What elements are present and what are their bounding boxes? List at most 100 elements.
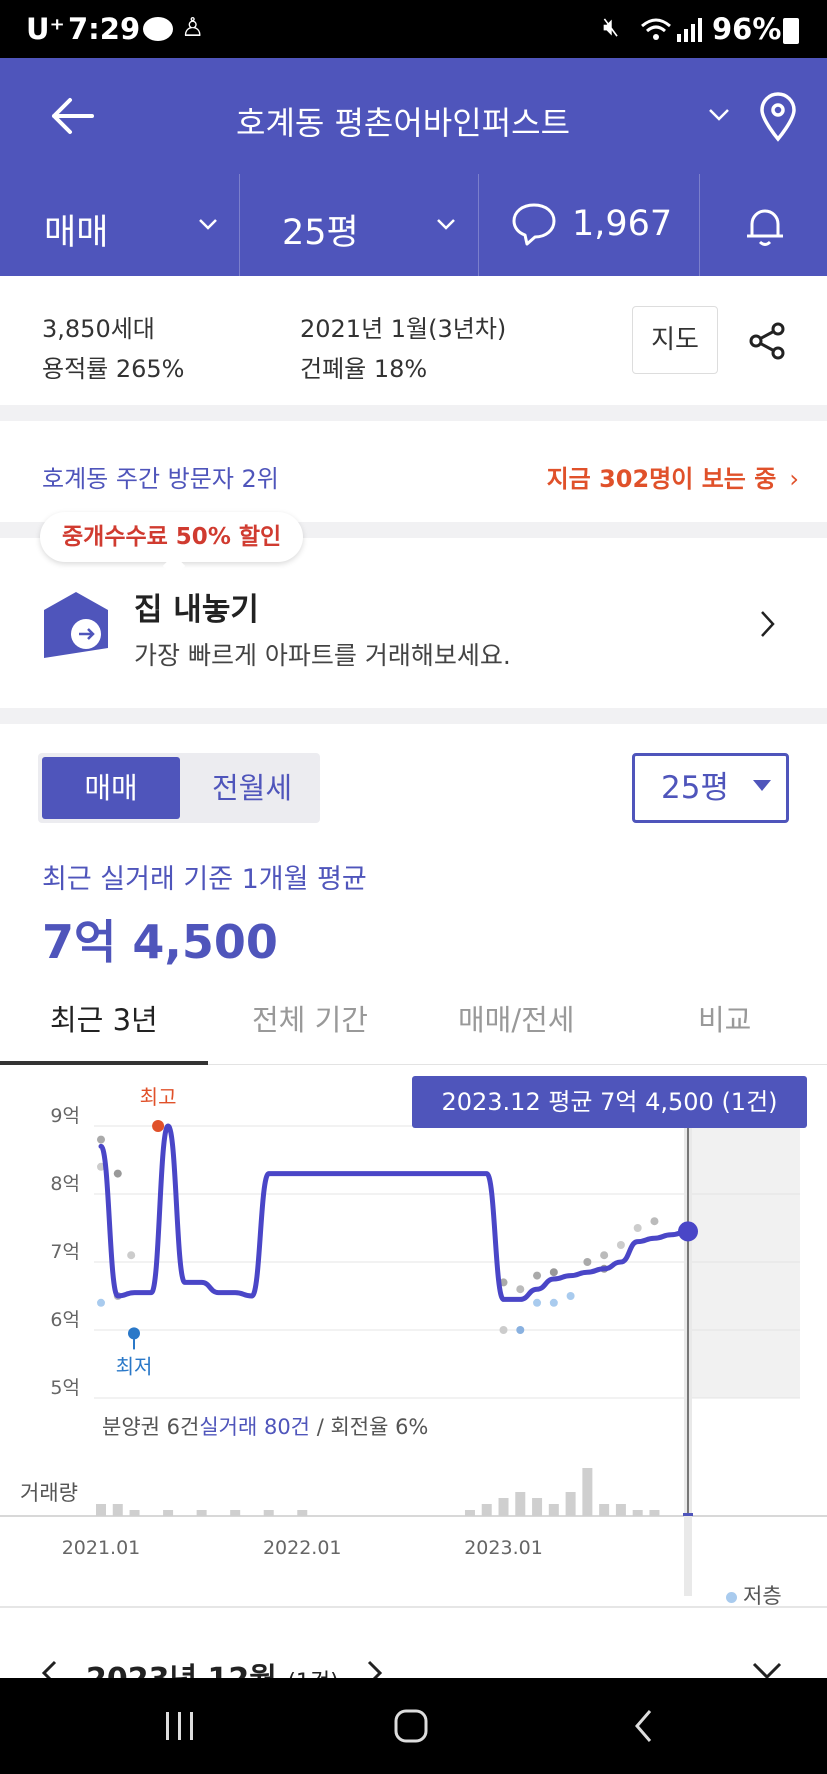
now-viewing-text: 지금 302명이 보는 중 xyxy=(546,465,777,493)
comments-button[interactable]: 1,967 xyxy=(479,174,699,276)
trade-dot xyxy=(97,1135,105,1144)
y-tick-label: 6억 xyxy=(50,1309,80,1331)
divider xyxy=(0,1606,827,1608)
comment-count: 1,967 xyxy=(572,204,673,244)
chevron-right-icon xyxy=(761,611,775,637)
chart-stats: 분양권 6건실거래 80건 / 회전율 6% xyxy=(102,1411,428,1441)
chevron-down-icon[interactable] xyxy=(708,108,730,122)
status-bar: U⁺ 7:29 ♙ 🔇︎ 96% xyxy=(0,0,827,58)
volume-bar xyxy=(599,1504,610,1516)
trade-dot xyxy=(549,1268,558,1277)
section-divider xyxy=(0,708,827,724)
volume-bar xyxy=(96,1504,106,1516)
notification-person-icon: ♙ xyxy=(181,13,205,43)
tab-recent-3y[interactable]: 최근 3년 xyxy=(50,1003,158,1037)
trade-dot xyxy=(533,1271,542,1280)
home-icon[interactable] xyxy=(393,1708,429,1744)
volume-bar xyxy=(615,1504,626,1516)
volume-bar xyxy=(129,1510,140,1516)
x-tick-label: 2023.01 xyxy=(464,1537,543,1559)
trade-count: 실거래 80건 xyxy=(199,1415,311,1439)
filter-bar: 매매 25평 1,967 xyxy=(0,174,827,276)
trade-type-label: 매매 xyxy=(44,213,109,253)
chevron-right-icon: › xyxy=(789,465,799,493)
trade-dot xyxy=(633,1224,642,1232)
share-icon[interactable] xyxy=(748,321,788,361)
tab-sale[interactable]: 매매 xyxy=(42,757,180,819)
carrier-label: U⁺ xyxy=(26,12,65,46)
trade-dot xyxy=(516,1326,525,1334)
trade-dot xyxy=(566,1292,575,1300)
volume-bar xyxy=(163,1510,174,1516)
legend-low-floor: 저층 xyxy=(743,1584,782,1608)
y-tick-label: 5억 xyxy=(50,1377,80,1399)
turnover-rate: / 회전율 6% xyxy=(310,1415,429,1439)
mute-icon: 🔇︎ xyxy=(603,12,620,42)
floor-area-ratio: 용적률 265% xyxy=(42,355,185,383)
high-marker xyxy=(152,1120,165,1132)
map-button[interactable]: 지도 xyxy=(632,306,718,374)
trade-dot xyxy=(499,1326,508,1334)
trade-dot xyxy=(97,1162,105,1171)
visitor-rank: 호계동 주간 방문자 2위 xyxy=(42,465,279,493)
presale-count: 분양권 6건 xyxy=(102,1415,200,1439)
battery-level: 96% xyxy=(712,12,782,46)
section-divider xyxy=(0,405,827,421)
tab-all-period[interactable]: 전체 기간 xyxy=(252,1003,368,1037)
trade-dot xyxy=(650,1217,659,1226)
volume-bar xyxy=(297,1510,308,1516)
x-tick-label: 2022.01 xyxy=(263,1537,342,1559)
chevron-down-icon xyxy=(199,219,217,230)
back-arrow-icon[interactable] xyxy=(48,96,96,136)
y-tick-label: 8억 xyxy=(50,1173,80,1195)
size-dropdown[interactable]: 25평 xyxy=(632,753,789,823)
back-icon[interactable] xyxy=(632,1708,654,1744)
app-header: 호계동 평촌어바인퍼스트 xyxy=(0,58,827,174)
volume-bar xyxy=(263,1510,274,1516)
trade-type-selector[interactable]: 매매 xyxy=(0,174,239,276)
volume-bar xyxy=(112,1504,123,1516)
signal-icon xyxy=(677,18,702,42)
built-date: 2021년 1월(3년차) xyxy=(300,315,507,343)
high-label: 최고 xyxy=(140,1085,177,1109)
trade-dot xyxy=(127,1251,136,1260)
now-viewing-link[interactable]: 지금 302명이 보는 중 › xyxy=(547,459,799,494)
volume-bar xyxy=(548,1504,559,1516)
trade-dot xyxy=(499,1278,508,1287)
y-tick-label: 9억 xyxy=(50,1105,80,1127)
volume-bar xyxy=(565,1492,576,1516)
legend: 저층 xyxy=(726,1580,782,1610)
sell-subtitle: 가장 빠르게 아파트를 거래해보세요. xyxy=(134,641,511,670)
volume-bar xyxy=(532,1498,543,1516)
clock: 7:29 xyxy=(68,12,141,46)
trade-dot xyxy=(583,1258,592,1266)
caret-down-icon xyxy=(753,780,771,791)
fee-discount-badge: 중개수수료 50% 할인 xyxy=(40,512,304,562)
active-tab-indicator xyxy=(0,1061,208,1065)
households: 3,850세대 xyxy=(42,315,155,343)
low-floor-dot-icon xyxy=(726,1592,737,1603)
tab-rent[interactable]: 전월세 xyxy=(211,771,293,805)
tab-baseline xyxy=(0,1064,827,1065)
chart-tooltip: 2023.12 평균 7억 4,500 (1건) xyxy=(412,1076,807,1128)
sell-home-banner[interactable]: 집 내놓기 가장 빠르게 아파트를 거래해보세요. xyxy=(0,538,827,708)
page-title[interactable]: 호계동 평촌어바인퍼스트 xyxy=(236,104,571,142)
tab-compare[interactable]: 비교 xyxy=(698,1003,752,1037)
trade-dot xyxy=(616,1241,625,1249)
volume-bar xyxy=(481,1504,492,1516)
trade-type-toggle: 매매 전월세 xyxy=(38,753,320,823)
collapse-icon[interactable] xyxy=(752,1662,782,1682)
speech-bubble-icon xyxy=(512,203,556,246)
tab-sale-vs-jeonse[interactable]: 매매/전세 xyxy=(458,1003,575,1037)
bell-icon[interactable] xyxy=(744,204,786,248)
x-tick-label: 2021.01 xyxy=(62,1537,141,1559)
volume-bar xyxy=(632,1510,643,1516)
trade-dot xyxy=(533,1298,542,1307)
location-pin-icon[interactable] xyxy=(758,92,798,142)
size-selector[interactable]: 25평 xyxy=(240,174,478,276)
recent-apps-icon[interactable] xyxy=(163,1710,197,1742)
volume-bar xyxy=(464,1510,475,1516)
chevron-down-icon xyxy=(437,219,455,230)
y-tick-label: 7억 xyxy=(50,1241,80,1263)
